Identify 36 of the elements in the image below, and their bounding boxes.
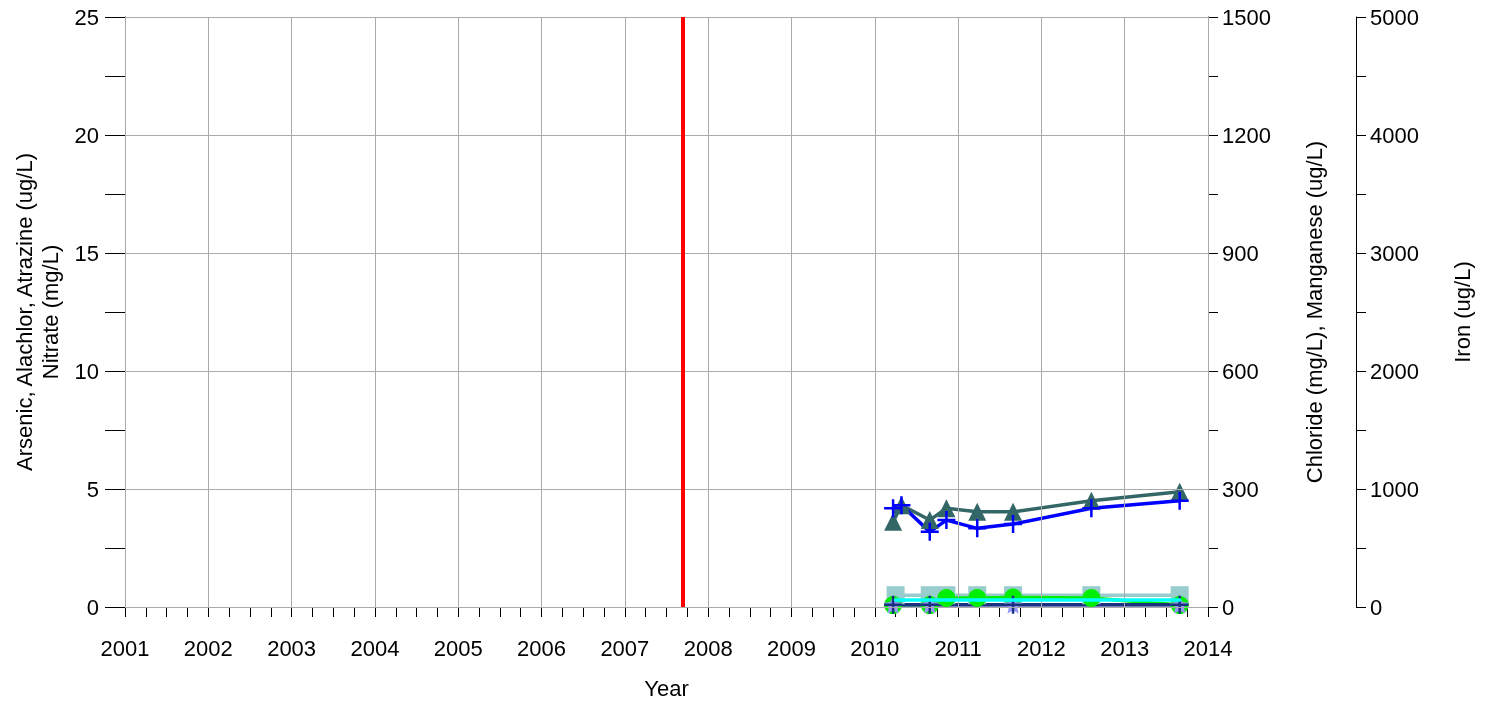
y3-tick-label: 2000 — [1370, 358, 1419, 384]
y3-tick-label: 1000 — [1370, 476, 1419, 502]
y2-tick-label: 600 — [1222, 358, 1259, 384]
y-tick-label: 0 — [86, 594, 99, 620]
y-tick-label: 10 — [74, 358, 99, 384]
x-axis-title: Year — [644, 675, 689, 701]
x-tick-label: 2002 — [183, 635, 233, 661]
x-tick-label: 2010 — [850, 635, 900, 661]
y2-tick-label: 1500 — [1222, 4, 1271, 30]
x-tick-label: 2001 — [100, 635, 150, 661]
y3-tick-label: 5000 — [1370, 4, 1419, 30]
x-tick-label: 2012 — [1016, 635, 1066, 661]
y-tick-label: 5 — [86, 476, 99, 502]
y2-axis-title: Chloride (mg/L), Manganese (ug/L) — [1301, 140, 1327, 484]
x-tick-label: 2013 — [1100, 635, 1150, 661]
y2-tick-label: 300 — [1222, 476, 1259, 502]
x-tick-label: 2004 — [350, 635, 400, 661]
y3-tick-label: 3000 — [1370, 240, 1419, 266]
x-tick-label: 2011 — [934, 635, 982, 661]
y3-tick-label: 4000 — [1370, 122, 1419, 148]
x-tick-label: 2007 — [600, 635, 650, 661]
x-tick-label: 2005 — [433, 635, 483, 661]
y2-tick-label: 0 — [1222, 594, 1235, 620]
y2-tick-label: 1200 — [1222, 122, 1271, 148]
x-tick-label: 2008 — [683, 635, 733, 661]
y3-axis-title: Iron (ug/L) — [1449, 261, 1475, 363]
x-tick-label: 2006 — [517, 635, 567, 661]
y2-tick-label: 900 — [1222, 240, 1259, 266]
y-tick-label: 25 — [74, 4, 99, 30]
x-tick-label: 2009 — [766, 635, 816, 661]
x-tick-label: 2003 — [267, 635, 317, 661]
y-axis-title: Arsenic, Alachlor, Atrazine (ug/L) Nitrate (mg/L) — [12, 153, 64, 471]
x-tick-label: 2014 — [1183, 635, 1233, 661]
y3-tick-label: 0 — [1370, 594, 1383, 620]
y-tick-label: 20 — [74, 122, 99, 148]
y-tick-label: 15 — [74, 240, 99, 266]
